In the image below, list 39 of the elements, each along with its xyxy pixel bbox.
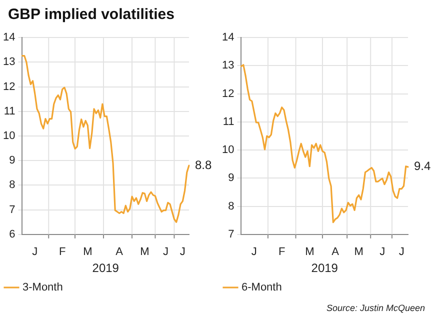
y-tick-label: 13: [2, 56, 16, 68]
x-tick-label: F: [278, 246, 286, 258]
y-tick-label: 10: [2, 130, 16, 142]
x-tick-label: M: [83, 246, 92, 258]
x-axis-title: 2019: [311, 261, 338, 276]
x-tick-label: J: [163, 246, 169, 258]
data-label: 8.8: [195, 158, 212, 172]
y-tick-label: 14: [222, 32, 234, 44]
x-tick-label: J: [380, 246, 386, 258]
x-axis-title: 2019: [92, 261, 120, 276]
x-tick-label: M: [140, 246, 150, 258]
y-tick-label: 14: [2, 32, 16, 44]
y-tick-label: 8: [9, 179, 16, 192]
y-tick-label: 10: [222, 144, 234, 156]
y-tick-label: 9: [9, 154, 16, 167]
x-tick-label: M: [354, 246, 364, 258]
y-tick-label: 12: [2, 80, 16, 93]
y-tick-label: 9: [228, 172, 234, 184]
y-tick-label: 11: [4, 105, 16, 118]
y-tick-label: 13: [222, 60, 234, 72]
chart-title: GBP implied volatilities: [7, 5, 176, 25]
legend-label: 6-Month: [242, 282, 282, 294]
x-tick-label: M: [305, 246, 314, 258]
source-note: Source: Justin McQueen: [325, 303, 426, 313]
y-tick-label: 6: [9, 228, 16, 240]
x-tick-label: J: [180, 246, 186, 258]
x-tick-label: J: [251, 246, 257, 258]
x-tick-label: A: [332, 246, 340, 258]
legend-label: 3-Month: [22, 282, 63, 294]
x-tick-label: F: [58, 246, 66, 258]
x-tick-label: J: [398, 246, 404, 258]
y-tick-label: 12: [222, 88, 234, 100]
x-tick-label: J: [32, 246, 38, 258]
y-tick-label: 7: [9, 204, 16, 216]
data-label: 9.4: [414, 159, 432, 174]
x-tick-label: A: [116, 246, 124, 258]
y-tick-label: 11: [222, 116, 234, 128]
y-tick-label: 8: [228, 200, 234, 212]
y-tick-label: 7: [228, 228, 234, 240]
